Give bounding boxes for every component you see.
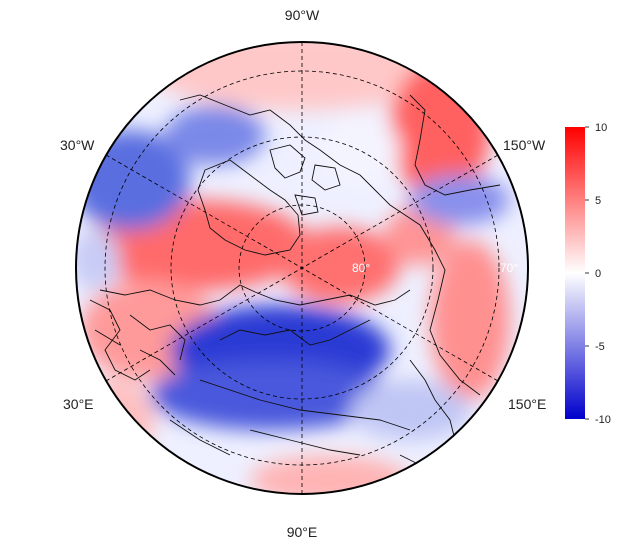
europe-borders bbox=[89, 299, 186, 381]
colorbar-tick-label: 10 bbox=[595, 122, 607, 134]
longitude-label-150e: 150°E bbox=[508, 396, 546, 412]
anomaly-blob bbox=[280, 227, 400, 303]
anomaly-blob bbox=[76, 230, 120, 290]
colorbar: 10 5 0 -5 -10 bbox=[565, 122, 611, 426]
canadian-archipelago-coastline bbox=[269, 144, 341, 216]
graticule bbox=[104, 42, 500, 494]
map-border bbox=[75, 41, 529, 495]
anomaly-blob bbox=[250, 455, 410, 494]
eurasia-coastline bbox=[99, 284, 411, 306]
longitude-label-90w: 90°W bbox=[285, 7, 320, 23]
latitude-label-70: 70° bbox=[500, 261, 518, 275]
longitude-label-30w: 30°W bbox=[60, 137, 95, 153]
colorbar-tick-label: -5 bbox=[595, 341, 605, 353]
longitude-label-90e: 90°E bbox=[287, 524, 318, 540]
anomaly-field bbox=[76, 42, 510, 494]
colorbar-tick-label: 0 bbox=[595, 268, 601, 280]
longitude-label-30e: 30°E bbox=[63, 396, 94, 412]
colorbar-ticks bbox=[585, 126, 589, 420]
map-disc bbox=[76, 42, 528, 494]
north-america-coastline bbox=[179, 94, 481, 396]
meridian-line bbox=[105, 154, 499, 382]
coastlines bbox=[89, 94, 501, 471]
anomaly-blob bbox=[76, 380, 155, 460]
colorbar-tick-label: 5 bbox=[595, 195, 601, 207]
anomaly-blob bbox=[410, 175, 510, 225]
anomaly-blob bbox=[430, 240, 510, 400]
latitude-label-80: 80° bbox=[352, 261, 370, 275]
anomaly-blob bbox=[320, 115, 400, 185]
colorbar-tick-label: -10 bbox=[595, 414, 611, 426]
greenland-coastline bbox=[197, 159, 301, 256]
anomaly-blob bbox=[165, 105, 265, 165]
anomaly-blob bbox=[350, 380, 470, 440]
longitude-label-150w: 150°W bbox=[503, 137, 546, 153]
central-asia-borders bbox=[169, 379, 411, 456]
siberia-coastline bbox=[219, 319, 371, 346]
alaska-coastline bbox=[409, 94, 501, 196]
colorbar-gradient bbox=[565, 127, 585, 419]
